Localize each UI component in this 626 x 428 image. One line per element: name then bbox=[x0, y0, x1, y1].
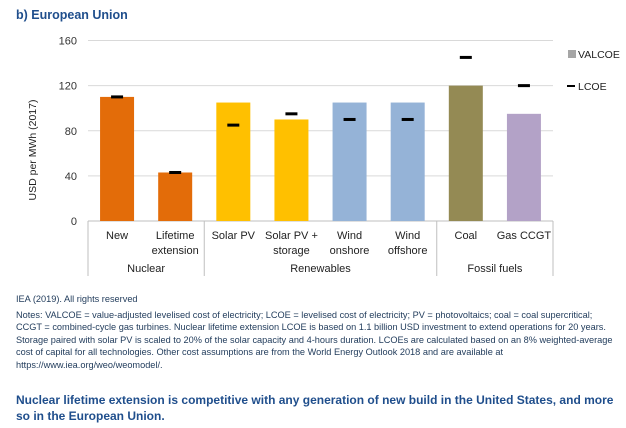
category-labels: New Lifetime extension Solar PV Solar PV + st… bbox=[106, 230, 551, 257]
legend-swatch-valcoe bbox=[568, 50, 576, 58]
legend-label-valcoe: VALCOE bbox=[578, 49, 620, 61]
category-label: Solar PV + bbox=[265, 230, 318, 242]
bars bbox=[100, 85, 541, 221]
group-label: Renewables bbox=[290, 263, 351, 275]
y-axis-label: USD per MWh (2017) bbox=[27, 100, 39, 201]
category-label: Coal bbox=[455, 230, 478, 242]
source-text: IEA (2019). All rights reserved bbox=[16, 294, 138, 304]
legend: VALCOE LCOE bbox=[567, 49, 620, 93]
chart-title: b) European Union bbox=[16, 8, 128, 22]
category-label: extension bbox=[152, 245, 199, 257]
lcoe-marker bbox=[111, 95, 124, 99]
y-tick-label: 120 bbox=[59, 81, 77, 93]
lcoe-marker bbox=[169, 170, 182, 174]
valcoe-bar bbox=[158, 172, 193, 221]
valcoe-bar bbox=[390, 102, 425, 221]
group-labels: Nuclear Renewables Fossil fuels bbox=[87, 221, 554, 276]
lcoe-marker bbox=[459, 55, 472, 59]
chart: 0 40 80 120 160 USD per MWh (2017) New Lifeti… bbox=[27, 36, 620, 276]
group-label: Fossil fuels bbox=[467, 263, 523, 275]
valcoe-bar bbox=[448, 85, 483, 221]
category-label: Lifetime bbox=[156, 230, 195, 242]
lcoe-marker bbox=[343, 117, 356, 121]
lcoe-marker bbox=[227, 123, 240, 127]
category-label: Wind bbox=[337, 230, 362, 242]
category-label: Gas CCGT bbox=[497, 230, 552, 242]
category-label: onshore bbox=[330, 245, 370, 257]
y-tick-label: 80 bbox=[65, 126, 77, 138]
lcoe-marker bbox=[517, 84, 530, 88]
notes-text: Notes: VALCOE = value-adjusted levelised… bbox=[16, 310, 613, 370]
category-label: offshore bbox=[388, 245, 428, 257]
y-tick-label: 40 bbox=[65, 171, 77, 183]
y-tick-label: 160 bbox=[59, 36, 77, 48]
lcoe-markers bbox=[111, 55, 530, 174]
y-axis-ticks: 0 40 80 120 160 bbox=[59, 36, 77, 229]
valcoe-bar bbox=[216, 102, 251, 221]
category-label: New bbox=[106, 230, 128, 242]
caption-text: Nuclear lifetime extension is competitiv… bbox=[16, 393, 614, 423]
legend-label-lcoe: LCOE bbox=[578, 81, 607, 93]
valcoe-bar bbox=[332, 102, 367, 221]
y-tick-label: 0 bbox=[71, 216, 77, 228]
category-label: storage bbox=[273, 245, 310, 257]
valcoe-bar bbox=[506, 113, 541, 221]
category-label: Solar PV bbox=[212, 230, 256, 242]
category-label: Wind bbox=[395, 230, 420, 242]
lcoe-marker bbox=[285, 112, 298, 116]
group-label: Nuclear bbox=[127, 263, 165, 275]
legend-swatch-lcoe bbox=[567, 85, 575, 87]
valcoe-bar bbox=[100, 96, 135, 221]
gridlines bbox=[88, 40, 553, 222]
valcoe-bar bbox=[274, 119, 309, 221]
lcoe-marker bbox=[401, 117, 414, 121]
